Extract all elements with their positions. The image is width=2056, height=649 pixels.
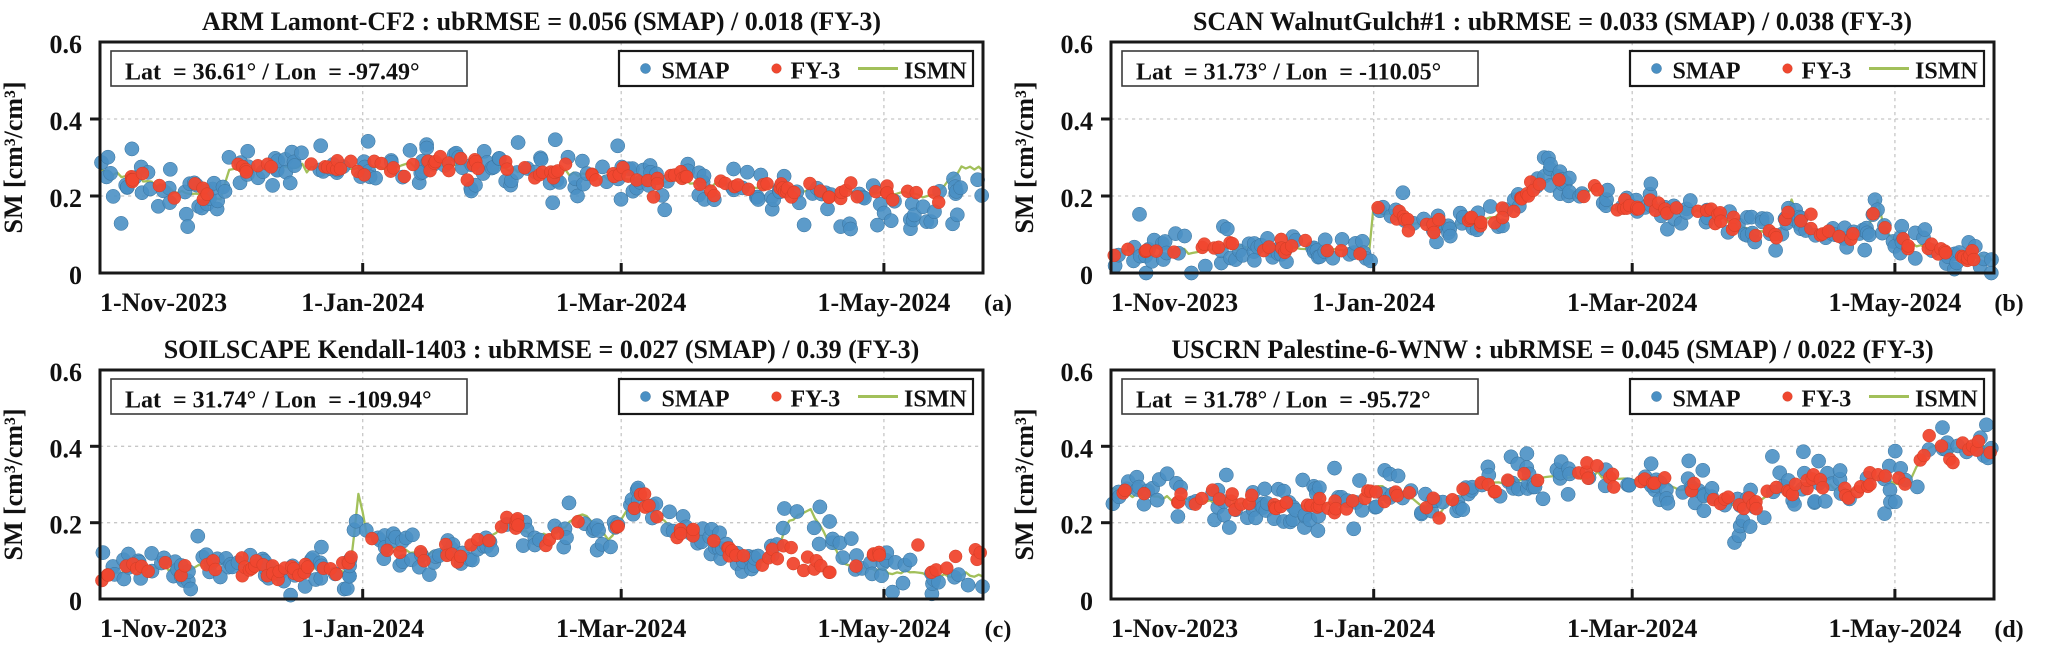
svg-text:SM [cm³/cm³]: SM [cm³/cm³] xyxy=(1010,81,1039,233)
svg-text:ISMN: ISMN xyxy=(904,387,967,413)
svg-text:SM [cm³/cm³]: SM [cm³/cm³] xyxy=(0,81,28,233)
svg-text:1-Nov-2023: 1-Nov-2023 xyxy=(1111,288,1238,317)
svg-text:FY-3: FY-3 xyxy=(791,387,841,413)
svg-text:0: 0 xyxy=(69,261,82,290)
svg-text:0.2: 0.2 xyxy=(50,511,83,540)
svg-text:0.2: 0.2 xyxy=(50,184,83,213)
svg-text:0.6: 0.6 xyxy=(50,30,83,59)
svg-text:0.4: 0.4 xyxy=(1061,434,1094,463)
svg-text:FY-3: FY-3 xyxy=(1802,59,1852,85)
svg-text:ISMN: ISMN xyxy=(1915,387,1978,413)
svg-text:0.4: 0.4 xyxy=(1061,107,1094,136)
svg-text:1-Nov-2023: 1-Nov-2023 xyxy=(100,288,227,317)
svg-text:0: 0 xyxy=(1080,587,1093,616)
svg-text:0.2: 0.2 xyxy=(1061,511,1094,540)
svg-text:SM [cm³/cm³]: SM [cm³/cm³] xyxy=(1010,408,1039,560)
svg-text:0.4: 0.4 xyxy=(50,434,83,463)
svg-text:FY-3: FY-3 xyxy=(791,59,841,85)
svg-text:Lat = 31.78° / Lon = -95.72°: Lat = 31.78° / Lon = -95.72° xyxy=(1136,388,1431,414)
svg-text:(b): (b) xyxy=(1994,291,2023,317)
svg-text:USCRN Palestine-6-WNW : ubRMSE: USCRN Palestine-6-WNW : ubRMSE = 0.045 (… xyxy=(1171,335,1933,364)
svg-text:1-Mar-2024: 1-Mar-2024 xyxy=(1567,288,1697,317)
svg-text:0.2: 0.2 xyxy=(1061,184,1094,213)
svg-text:ARM Lamont-CF2 : ubRMSE = 0.05: ARM Lamont-CF2 : ubRMSE = 0.056 (SMAP) /… xyxy=(202,7,881,36)
svg-text:ISMN: ISMN xyxy=(1915,59,1978,85)
svg-text:0.6: 0.6 xyxy=(1061,358,1094,387)
svg-text:1-Jan-2024: 1-Jan-2024 xyxy=(301,288,424,317)
svg-text:1-Jan-2024: 1-Jan-2024 xyxy=(301,614,424,643)
svg-text:SMAP: SMAP xyxy=(1673,387,1741,413)
svg-text:SCAN WalnutGulch#1 : ubRMSE =: SCAN WalnutGulch#1 : ubRMSE = 0.033 (SMA… xyxy=(1193,7,1912,36)
svg-text:SMAP: SMAP xyxy=(662,387,730,413)
svg-text:(d): (d) xyxy=(1994,617,2023,643)
svg-text:ISMN: ISMN xyxy=(904,59,967,85)
svg-text:1-Nov-2023: 1-Nov-2023 xyxy=(100,614,227,643)
svg-text:SMAP: SMAP xyxy=(662,59,730,85)
svg-text:1-May-2024: 1-May-2024 xyxy=(1828,614,1961,643)
svg-text:1-Nov-2023: 1-Nov-2023 xyxy=(1111,614,1238,643)
svg-text:0.4: 0.4 xyxy=(50,107,83,136)
svg-text:1-Mar-2024: 1-Mar-2024 xyxy=(556,288,686,317)
svg-text:1-Jan-2024: 1-Jan-2024 xyxy=(1312,288,1435,317)
svg-text:Lat = 31.73° / Lon = -110.05: Lat = 31.73° / Lon = -110.05° xyxy=(1136,60,1441,86)
svg-text:0: 0 xyxy=(1080,261,1093,290)
svg-text:1-Jan-2024: 1-Jan-2024 xyxy=(1312,614,1435,643)
svg-text:0.6: 0.6 xyxy=(1061,30,1094,59)
svg-text:SMAP: SMAP xyxy=(1673,59,1741,85)
svg-text:1-May-2024: 1-May-2024 xyxy=(817,288,950,317)
svg-text:FY-3: FY-3 xyxy=(1802,387,1852,413)
svg-text:0.6: 0.6 xyxy=(50,358,83,387)
svg-text:1-May-2024: 1-May-2024 xyxy=(817,614,950,643)
svg-text:1-May-2024: 1-May-2024 xyxy=(1828,288,1961,317)
svg-text:1-Mar-2024: 1-Mar-2024 xyxy=(1567,614,1697,643)
svg-text:Lat = 31.74° / Lon = -109.94: Lat = 31.74° / Lon = -109.94° xyxy=(125,388,432,414)
svg-text:(c): (c) xyxy=(985,617,1012,643)
svg-text:SOILSCAPE Kendall-1403 : ubRMS: SOILSCAPE Kendall-1403 : ubRMSE = 0.027 … xyxy=(164,335,920,364)
svg-text:Lat = 36.61° / Lon = -97.49°: Lat = 36.61° / Lon = -97.49° xyxy=(125,60,420,86)
svg-text:SM [cm³/cm³]: SM [cm³/cm³] xyxy=(0,408,28,560)
svg-text:1-Mar-2024: 1-Mar-2024 xyxy=(556,614,686,643)
svg-text:(a): (a) xyxy=(984,291,1012,317)
svg-text:0: 0 xyxy=(69,587,82,616)
